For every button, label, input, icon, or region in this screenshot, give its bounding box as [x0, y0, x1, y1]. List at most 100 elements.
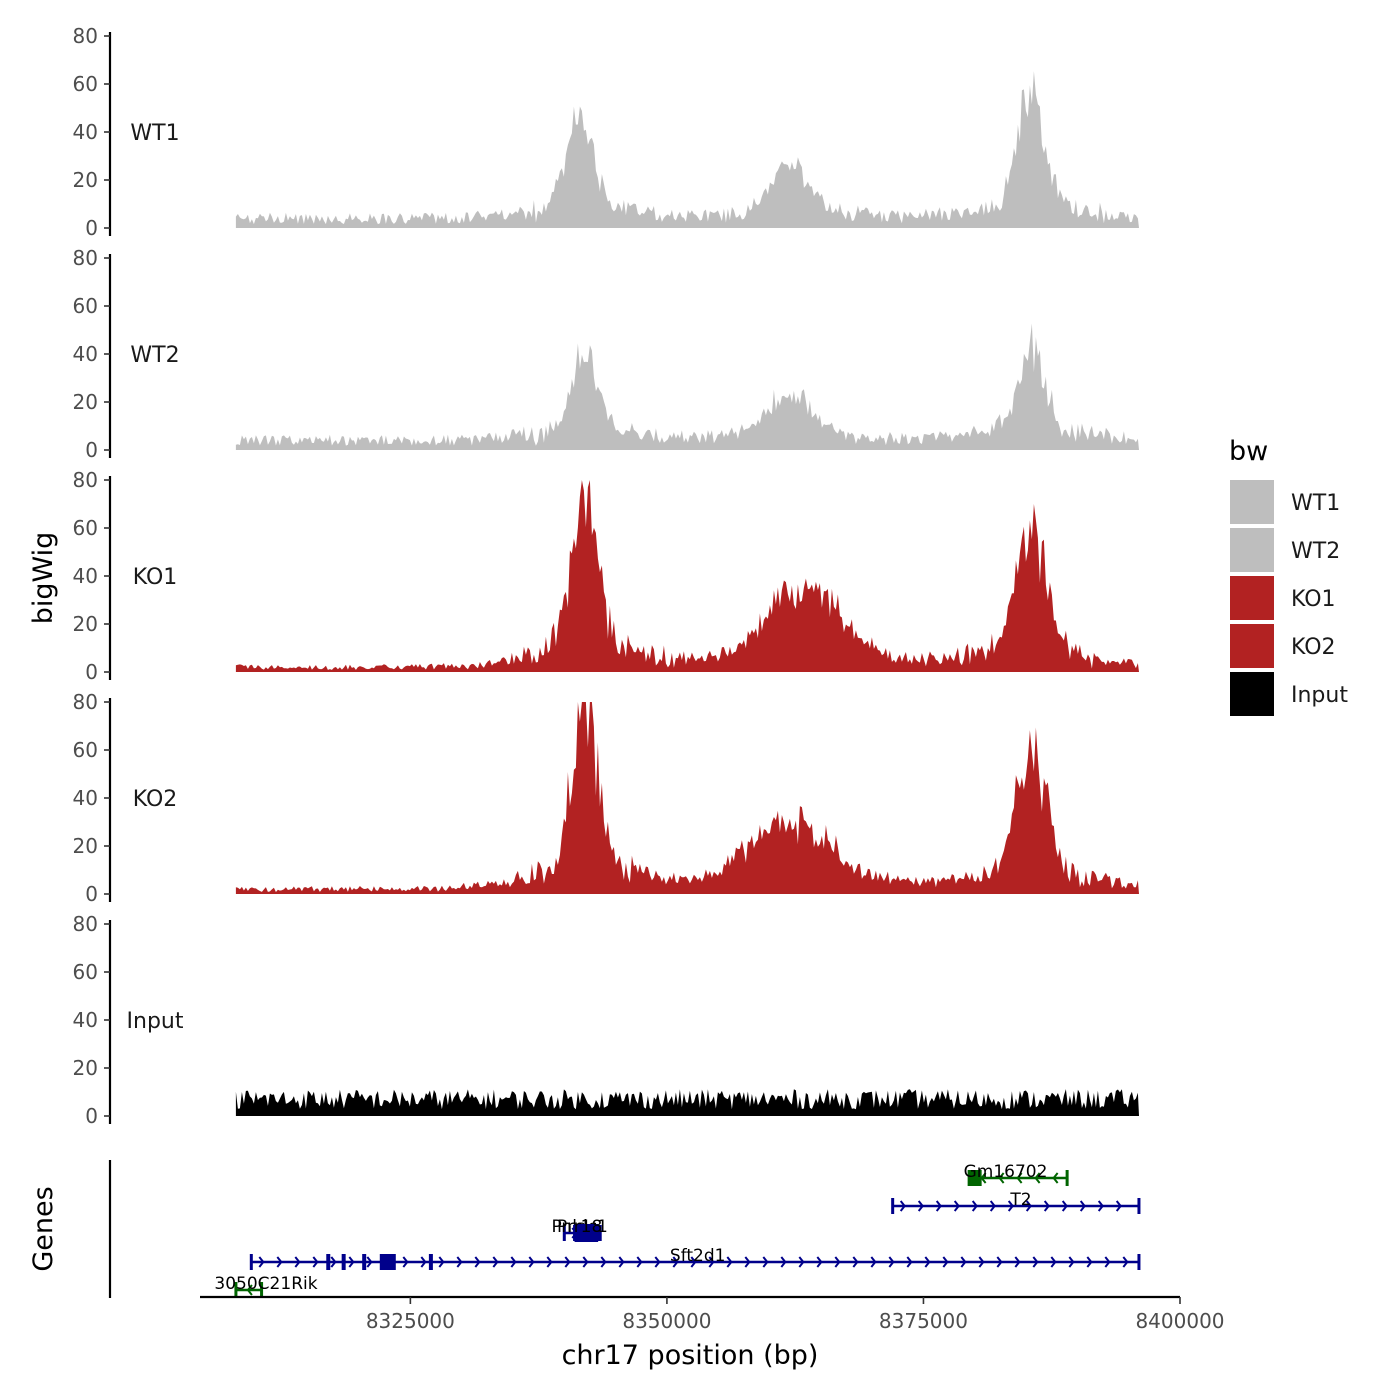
y-tick-label: 0	[85, 1104, 98, 1128]
exon	[574, 1224, 599, 1242]
strand-arrow	[935, 1200, 942, 1212]
exon	[891, 1198, 895, 1214]
strand-arrow	[1122, 1256, 1129, 1268]
strand-arrow	[246, 1284, 253, 1296]
exon	[341, 1254, 346, 1270]
y-tick-label: 20	[73, 834, 98, 858]
gene-label-gm16702: Gm16702	[964, 1162, 1048, 1182]
x-tick-label: 8400000	[1135, 1309, 1224, 1333]
legend-label-input: Input	[1291, 683, 1348, 708]
strand-arrow	[366, 1256, 373, 1268]
strand-arrow	[870, 1256, 877, 1268]
strand-arrow	[816, 1256, 823, 1268]
strand-arrow	[953, 1200, 960, 1212]
strand-arrow	[708, 1256, 715, 1268]
strand-arrow	[402, 1256, 409, 1268]
strand-arrow	[978, 1256, 985, 1268]
legend-label-ko2: KO2	[1291, 635, 1336, 660]
strand-arrow	[330, 1256, 337, 1268]
strand-arrow	[1014, 1256, 1021, 1268]
legend-swatch-wt2	[1230, 528, 1274, 572]
strand-arrow	[780, 1256, 787, 1268]
strand-arrow	[564, 1256, 571, 1268]
strand-arrow	[276, 1256, 283, 1268]
legend-label-wt1: WT1	[1291, 491, 1340, 516]
legend-label-ko1: KO1	[1291, 587, 1336, 612]
y-tick-label: 0	[85, 438, 98, 462]
track-label-wt1: WT1	[130, 121, 179, 146]
y-tick-label: 20	[73, 1056, 98, 1080]
strand-arrow	[1097, 1200, 1104, 1212]
strand-arrow	[924, 1256, 931, 1268]
y-tick-label: 40	[73, 342, 98, 366]
legend-label-wt2: WT2	[1291, 539, 1340, 564]
track-ko2: 0 20 40 60 80 KO2	[73, 690, 1139, 906]
y-tick-label: 60	[73, 294, 98, 318]
strand-arrow	[1007, 1200, 1014, 1212]
y-tick-label: 60	[73, 72, 98, 96]
strand-arrow	[438, 1256, 445, 1268]
strand-arrow	[294, 1256, 301, 1268]
strand-arrow	[762, 1256, 769, 1268]
strand-arrow	[1061, 1200, 1068, 1212]
exon	[967, 1170, 982, 1186]
strand-arrow	[312, 1256, 319, 1268]
exon	[1065, 1170, 1069, 1186]
exon	[1137, 1198, 1141, 1214]
strand-arrow	[636, 1256, 643, 1268]
exon	[249, 1254, 253, 1270]
strand-arrow	[1034, 1172, 1041, 1184]
strand-arrow	[618, 1256, 625, 1268]
y-tick-label: 80	[73, 468, 98, 492]
strand-arrow	[528, 1256, 535, 1268]
track-wt2: 0 20 40 60 80 WT2	[73, 246, 1139, 462]
strand-arrow	[1104, 1256, 1111, 1268]
strand-arrow	[348, 1256, 355, 1268]
y-tick-label: 20	[73, 612, 98, 636]
strand-arrow	[996, 1256, 1003, 1268]
coverage-area-ko1	[235, 480, 1139, 672]
strand-arrow	[1079, 1200, 1086, 1212]
coverage-area-ko2	[235, 702, 1139, 894]
strand-arrow	[546, 1256, 553, 1268]
strand-arrow	[1086, 1256, 1093, 1268]
strand-arrow	[888, 1256, 895, 1268]
track-label-ko2: KO2	[133, 787, 178, 812]
strand-arrow	[1052, 1172, 1059, 1184]
x-axis-title: chr17 position (bp)	[562, 1340, 819, 1371]
x-axis: 8325000 8350000 8375000 8400000	[200, 1295, 1225, 1333]
y-axis-title: bigWig	[28, 532, 59, 625]
track-wt1: 0 20 40 60 80 WT1	[73, 24, 1139, 240]
strand-arrow	[726, 1256, 733, 1268]
genes-axis-title: Genes	[28, 1186, 59, 1271]
strand-arrow	[1032, 1256, 1039, 1268]
y-tick-label: 80	[73, 24, 98, 48]
strand-arrow	[510, 1256, 517, 1268]
gene-t2: T2	[891, 1190, 1141, 1214]
track-label-wt2: WT2	[130, 343, 179, 368]
strand-arrow	[1025, 1200, 1032, 1212]
legend-swatch-ko1	[1230, 576, 1274, 620]
strand-arrow	[852, 1256, 859, 1268]
gene-label-3050c21rik: 3050C21Rik	[214, 1274, 317, 1294]
strand-arrow	[492, 1256, 499, 1268]
y-tick-label: 60	[73, 738, 98, 762]
gene-annotation-track: Gm16702T2Pnldc1Prr18Sft2d13050C21Rik	[108, 1160, 1141, 1298]
gene-3050c21rik: 3050C21Rik	[214, 1274, 318, 1298]
strand-arrow	[1043, 1200, 1050, 1212]
strand-arrow	[1050, 1256, 1057, 1268]
y-tick-label: 0	[85, 882, 98, 906]
exon	[1137, 1254, 1141, 1270]
exon	[362, 1254, 367, 1270]
strand-arrow	[1016, 1172, 1023, 1184]
gene-label-sft2d1: Sft2d1	[670, 1246, 726, 1266]
gene-gm16702: Gm16702	[964, 1162, 1069, 1186]
exon	[379, 1254, 396, 1270]
strand-arrow	[989, 1200, 996, 1212]
y-tick-label: 40	[73, 1008, 98, 1032]
strand-arrow	[1115, 1200, 1122, 1212]
strand-arrow	[456, 1256, 463, 1268]
strand-arrow	[474, 1256, 481, 1268]
coverage-area-wt2	[235, 323, 1139, 450]
strand-arrow	[798, 1256, 805, 1268]
